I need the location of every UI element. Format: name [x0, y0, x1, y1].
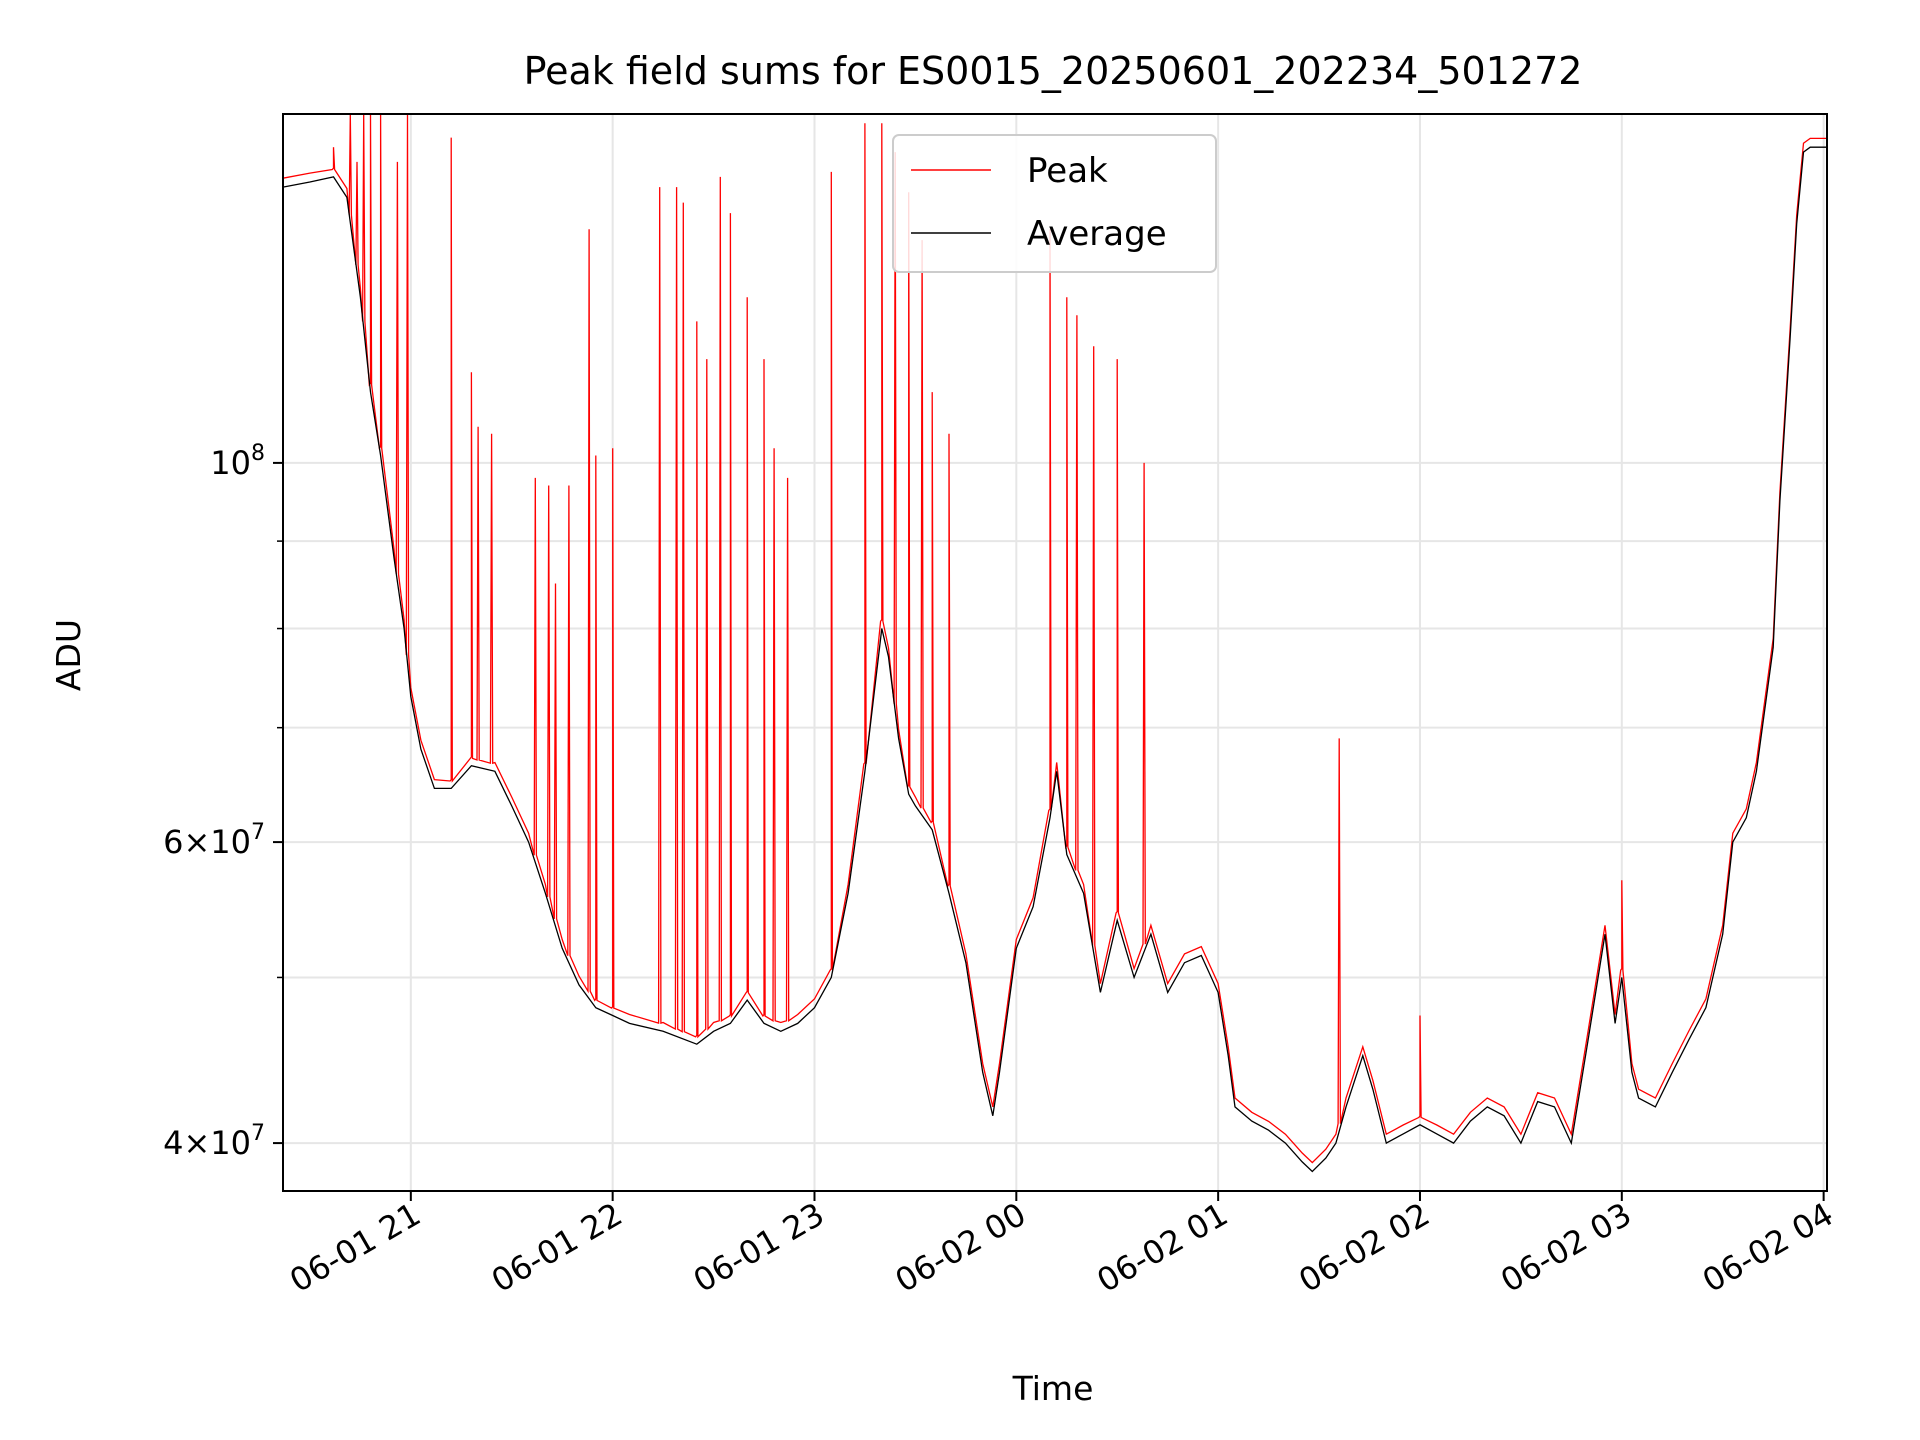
y-tick-label: 108	[210, 441, 265, 482]
peak-series-line	[282, 113, 1827, 1164]
legend-average-label: Average	[1027, 214, 1167, 254]
y-tick-base: 10	[210, 1124, 251, 1162]
legend-peak-label: Peak	[1027, 151, 1108, 191]
y-tick-mantissa: 6×	[163, 823, 210, 861]
grid-lines	[283, 114, 1827, 1191]
y-tick-label: 6×107	[163, 820, 265, 861]
y-tick-exponent: 7	[251, 1121, 265, 1146]
y-tick-mantissa: 4×	[163, 1124, 210, 1162]
y-tick-label: 4×107	[163, 1121, 265, 1162]
y-tick-exponent: 7	[251, 820, 265, 845]
chart-title: Peak field sums for ES0015_20250601_2022…	[524, 49, 1583, 93]
y-tick-base: 10	[210, 823, 251, 861]
x-axis-label: Time	[1012, 1369, 1094, 1408]
y-axis-label: ADU	[49, 619, 88, 691]
plot-frame	[282, 113, 1828, 1192]
y-tick-exponent: 8	[251, 441, 265, 466]
average-series-line	[282, 146, 1827, 1173]
series-layer	[282, 113, 1827, 1173]
y-tick-base: 10	[210, 444, 251, 482]
legend: Peak Average	[892, 134, 1217, 273]
